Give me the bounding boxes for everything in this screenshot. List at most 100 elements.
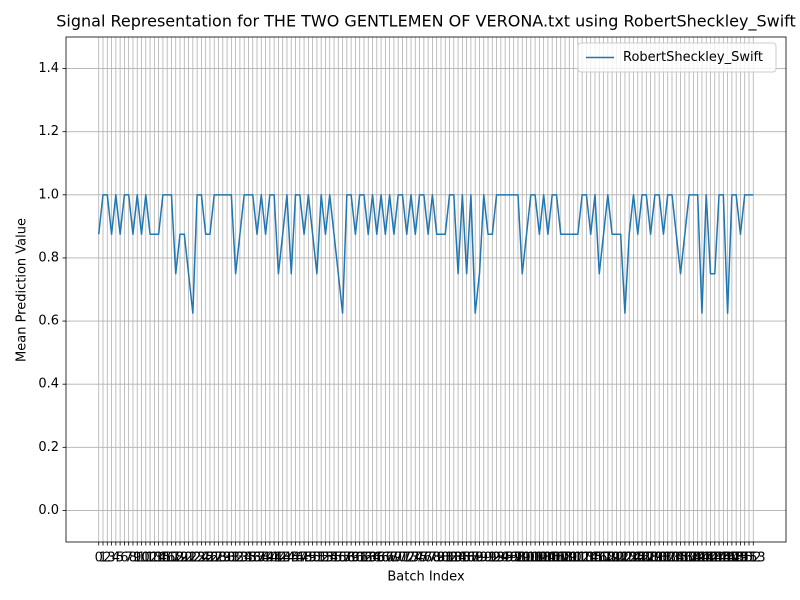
x-tick-label: 64 (364, 551, 381, 566)
x-tick-label: 141 (690, 551, 715, 566)
x-tick-label: 129 (638, 551, 663, 566)
x-tick-label: 102 (523, 551, 548, 566)
x-tick-label: 95 (497, 551, 514, 566)
x-tick-label: 43 (274, 551, 291, 566)
x-tick-label: 51 (309, 551, 326, 566)
x-tick-label: 145 (707, 551, 732, 566)
x-tick-label: 31 (223, 551, 240, 566)
y-tick-label: 0.6 (38, 314, 59, 329)
x-tick-label: 125 (621, 551, 646, 566)
x-tick-label: 38 (253, 551, 270, 566)
x-tick-label: 53 (317, 551, 334, 566)
x-tick-label: 109 (553, 551, 578, 566)
y-tick-label: 0.4 (38, 377, 59, 392)
x-tick-label: 7 (125, 551, 133, 566)
x-tick-label: 88 (467, 551, 484, 566)
x-tick-label: 19 (172, 551, 189, 566)
legend-label: RobertSheckley_Swift (623, 50, 763, 65)
x-tick-label: 98 (510, 551, 527, 566)
x-tick-label: 25 (197, 551, 214, 566)
x-tick-label: 46 (287, 551, 304, 566)
x-tick-label: 108 (548, 551, 573, 566)
x-tick-label: 77 (420, 551, 437, 566)
x-tick-label: 107 (544, 551, 569, 566)
x-tick-label: 118 (591, 551, 616, 566)
x-tick-label: 22 (185, 551, 202, 566)
x-tick-label: 73 (403, 551, 420, 566)
x-tick-label: 89 (471, 551, 488, 566)
x-tick-label: 94 (493, 551, 510, 566)
x-tick-label: 74 (407, 551, 424, 566)
x-tick-label: 1 (99, 551, 107, 566)
x-tick-label: 84 (450, 551, 467, 566)
chart-title: Signal Representation for THE TWO GENTLE… (56, 12, 796, 32)
x-tick-label: 67 (377, 551, 394, 566)
x-tick-label: 10 (133, 551, 150, 566)
x-tick-label: 100 (514, 551, 539, 566)
x-tick-label: 12 (142, 551, 159, 566)
x-tick-label: 93 (488, 551, 505, 566)
x-tick-label: 66 (373, 551, 390, 566)
y-tick-label: 0.2 (38, 440, 59, 455)
x-tick-label: 140 (685, 551, 710, 566)
x-tick-label: 8 (129, 551, 137, 566)
x-tick-label: 60 (347, 551, 364, 566)
x-tick-label: 3 (107, 551, 115, 566)
x-tick-label: 150 (728, 551, 753, 566)
x-tick-label: 28 (210, 551, 227, 566)
x-tick-label: 16 (159, 551, 176, 566)
x-tick-label: 122 (608, 551, 633, 566)
x-tick-label: 36 (244, 551, 261, 566)
x-tick-label: 57 (334, 551, 351, 566)
x-tick-label: 111 (561, 551, 586, 566)
x-tick-label: 80 (433, 551, 450, 566)
y-tick-label: 1.4 (38, 61, 59, 76)
x-tick-label: 99 (514, 551, 531, 566)
x-tick-label: 85 (454, 551, 471, 566)
x-tick-label: 104 (531, 551, 556, 566)
x-tick-label: 126 (625, 551, 650, 566)
x-tick-label: 149 (724, 551, 749, 566)
x-tick-label: 45 (283, 551, 300, 566)
x-tick-label: 119 (595, 551, 620, 566)
x-tick-label: 9 (133, 551, 141, 566)
x-tick-label: 132 (651, 551, 676, 566)
x-tick-label: 14 (150, 551, 167, 566)
x-tick-label: 5 (116, 551, 124, 566)
x-tick-label: 151 (732, 551, 757, 566)
y-tick-label: 0.8 (38, 250, 59, 265)
x-tick-label: 21 (180, 551, 197, 566)
x-tick-label: 39 (257, 551, 274, 566)
x-tick-label: 6 (120, 551, 128, 566)
x-tick-label: 32 (227, 551, 244, 566)
x-tick-label: 65 (369, 551, 386, 566)
x-axis-label: Batch Index (387, 570, 465, 585)
x-tick-label: 50 (304, 551, 321, 566)
x-tick-label: 127 (630, 551, 655, 566)
x-tick-label: 54 (321, 551, 338, 566)
x-tick-label: 29 (215, 551, 232, 566)
x-tick-label: 34 (236, 551, 253, 566)
x-tick-label: 134 (660, 551, 685, 566)
x-tick-label: 105 (536, 551, 561, 566)
x-tick-label: 146 (711, 551, 736, 566)
x-tick-label: 61 (351, 551, 368, 566)
x-tick-label: 24 (193, 551, 210, 566)
x-tick-label: 59 (343, 551, 360, 566)
x-tick-label: 153 (741, 551, 766, 566)
x-tick-label: 52 (313, 551, 330, 566)
x-tick-label: 121 (604, 551, 629, 566)
x-tick-label: 86 (458, 551, 475, 566)
x-tick-label: 40 (262, 551, 279, 566)
x-tick-label: 2 (103, 551, 111, 566)
x-tick-label: 136 (668, 551, 693, 566)
x-tick-label: 35 (240, 551, 257, 566)
y-tick-label: 1.2 (38, 124, 59, 139)
axes-frame (65, 36, 787, 543)
x-tick-label: 78 (424, 551, 441, 566)
x-tick-label: 18 (167, 551, 184, 566)
x-tick-label: 106 (540, 551, 565, 566)
x-tick-label: 90 (475, 551, 492, 566)
x-tick-label: 15 (155, 551, 172, 566)
x-tick-label: 116 (583, 551, 608, 566)
